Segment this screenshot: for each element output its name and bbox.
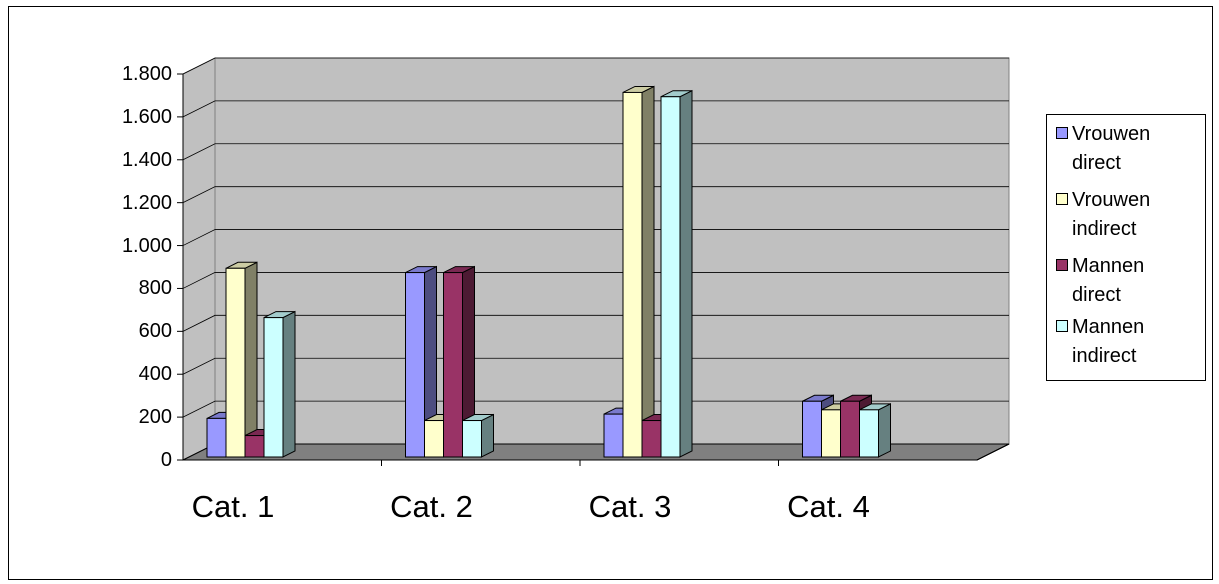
- bar: [622, 85, 655, 458]
- bar-front: [802, 400, 822, 458]
- grid-line: [182, 143, 1009, 161]
- bar: [443, 265, 475, 458]
- x-tick-label: Cat. 2: [390, 489, 473, 524]
- bar: [462, 413, 494, 458]
- x-tick-label: Cat. 3: [588, 489, 672, 524]
- bar-front: [443, 272, 463, 458]
- legend-swatch: [1056, 127, 1068, 139]
- x-tick-label: Cat. 4: [787, 489, 870, 524]
- legend-swatch: [1056, 259, 1068, 271]
- bar-front: [462, 420, 482, 458]
- bar-front: [263, 317, 284, 458]
- grid-line: [182, 229, 1009, 246]
- bar-front: [405, 272, 425, 458]
- bar-side: [481, 413, 494, 458]
- legend-box: [1046, 114, 1206, 381]
- bar-front: [622, 91, 643, 458]
- side-wall: [182, 57, 216, 461]
- bar: [859, 403, 891, 458]
- y-tick-label: 600: [138, 320, 172, 343]
- legend-swatch: [1056, 193, 1068, 205]
- bar: [660, 89, 693, 458]
- bar-front: [225, 267, 246, 458]
- y-tick-label: 0: [160, 449, 172, 471]
- grid-line: [182, 100, 1009, 118]
- grid-line: [182, 272, 1009, 289]
- y-tick-label: 200: [138, 406, 172, 429]
- bar-front: [821, 409, 841, 458]
- bar: [263, 310, 296, 458]
- y-tick-label: 1.800: [121, 63, 172, 85]
- bar-front: [603, 413, 624, 458]
- back-wall: [214, 57, 1010, 445]
- grid-line: [182, 186, 1009, 204]
- grid-line: [182, 400, 1009, 418]
- legend-label: Mannen indirect: [1072, 316, 1145, 367]
- bar-front: [244, 435, 265, 458]
- bar-front: [859, 409, 879, 458]
- legend-label: Vrouwen direct: [1072, 123, 1151, 174]
- bar-side: [878, 403, 891, 458]
- legend-swatch: [1056, 320, 1068, 332]
- bar-front: [840, 400, 860, 458]
- bar-side: [679, 89, 693, 458]
- y-tick-label: 1.600: [121, 105, 172, 128]
- bar: [225, 261, 258, 458]
- legend-label: Vrouwen indirect: [1072, 189, 1151, 240]
- bar-front: [660, 96, 681, 458]
- legend-label: Mannen direct: [1072, 255, 1145, 306]
- bar-side: [244, 261, 258, 458]
- y-tick-label: 1.400: [121, 148, 172, 171]
- bar-front: [206, 417, 227, 458]
- grid-line: [182, 314, 1009, 332]
- bar-side: [282, 310, 296, 458]
- y-tick-label: 800: [138, 277, 172, 300]
- x-tick-label: Cat. 1: [191, 489, 275, 524]
- x-axis-depth: [976, 443, 1010, 461]
- bar-front: [641, 420, 662, 458]
- grid-line: [182, 57, 1009, 75]
- y-tick-label: 1.200: [121, 191, 172, 214]
- grid-line: [182, 357, 1009, 375]
- bar-front: [424, 420, 444, 458]
- y-tick-label: 400: [138, 363, 172, 386]
- bar-side: [641, 85, 655, 458]
- y-tick-label: 1.000: [121, 234, 172, 257]
